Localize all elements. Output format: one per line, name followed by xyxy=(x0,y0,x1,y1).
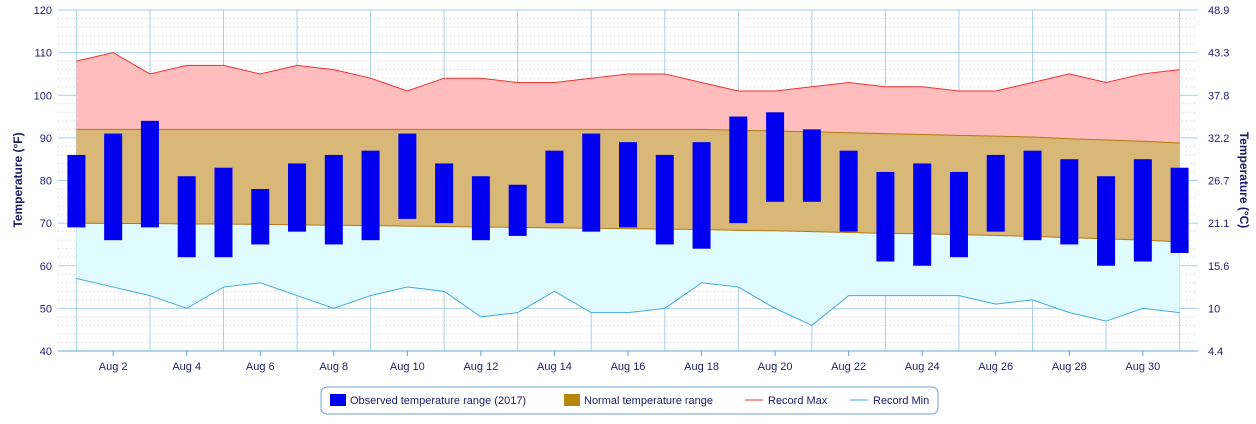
y-tick-label-left: 120 xyxy=(34,5,52,17)
legend-item-observed[interactable]: Observed temperature range (2017) xyxy=(330,394,526,407)
x-tick-label: Aug 26 xyxy=(978,361,1013,373)
legend-swatch-normal xyxy=(564,394,580,406)
legend-label-record-min: Record Min xyxy=(873,395,929,407)
observed-bar xyxy=(140,120,159,228)
observed-bar xyxy=(324,154,343,245)
y-tick-label-right: 15.6 xyxy=(1208,261,1229,273)
y-tick-label-right: 4.4 xyxy=(1208,346,1223,358)
x-tick-label: Aug 8 xyxy=(319,361,348,373)
observed-bar xyxy=(361,150,380,241)
observed-bar xyxy=(214,167,233,258)
x-tick-label: Aug 18 xyxy=(684,361,719,373)
axes: Aug 2 Aug 4 Aug 6 Aug 8 Aug 10 Aug 12 Aug 14 Au… xyxy=(34,5,1230,373)
observed-bar xyxy=(545,150,564,224)
x-tick-label: Aug 10 xyxy=(390,361,425,373)
x-tick-label: Aug 12 xyxy=(463,361,498,373)
observed-bar xyxy=(729,116,748,224)
x-tick-label: Aug 14 xyxy=(537,361,572,373)
x-tick-label: Aug 6 xyxy=(246,361,275,373)
x-tick-label: Aug 20 xyxy=(758,361,793,373)
x-tick-label: Aug 22 xyxy=(831,361,866,373)
legend-item-normal[interactable]: Normal temperature range xyxy=(564,394,713,407)
y-axis-title-right: Temperature (°C) xyxy=(1237,132,1251,229)
observed-bar xyxy=(435,163,454,224)
y-tick-label-right: 21.1 xyxy=(1208,218,1229,230)
observed-bars xyxy=(67,112,1189,266)
record-max-area xyxy=(76,52,1180,143)
observed-bar xyxy=(876,171,895,262)
series-areas xyxy=(76,52,1180,327)
y-tick-label-left: 50 xyxy=(40,303,52,315)
y-tick-label-left: 90 xyxy=(40,133,52,145)
observed-bar xyxy=(251,189,270,245)
x-tick-label: Aug 24 xyxy=(905,361,940,373)
observed-bar xyxy=(1023,150,1042,241)
record-max-line xyxy=(76,52,1180,92)
x-tick-label: Aug 4 xyxy=(172,361,201,373)
y-tick-label-left: 110 xyxy=(34,48,52,60)
legend-label-observed: Observed temperature range (2017) xyxy=(350,395,526,407)
observed-bar xyxy=(471,176,490,241)
record-min-line xyxy=(76,278,1180,327)
legend-item-record-min[interactable]: Record Min xyxy=(850,395,929,407)
legend-box xyxy=(320,386,939,415)
observed-bar xyxy=(655,154,674,245)
record-min-area xyxy=(76,223,1180,326)
legend-label-normal: Normal temperature range xyxy=(584,395,713,407)
observed-bar xyxy=(802,129,821,202)
y-tick-label-right: 37.8 xyxy=(1208,90,1229,102)
legend-swatch-observed xyxy=(330,394,346,406)
observed-bar xyxy=(398,133,417,219)
y-tick-label-right: 10 xyxy=(1208,303,1220,315)
observed-bar xyxy=(1170,167,1189,253)
y-tick-label-left: 70 xyxy=(40,218,52,230)
y-axis-title-left: Temperature (°F) xyxy=(11,132,25,227)
x-tick-label: Aug 30 xyxy=(1125,361,1160,373)
observed-bar xyxy=(986,154,1005,232)
observed-bar xyxy=(104,133,123,241)
observed-bar xyxy=(508,184,527,236)
y-tick-label-left: 60 xyxy=(40,261,52,273)
observed-bar xyxy=(582,133,601,232)
observed-bar xyxy=(67,154,86,228)
x-tick-label: Aug 28 xyxy=(1052,361,1087,373)
observed-bar xyxy=(619,142,637,228)
observed-bar xyxy=(1060,159,1079,245)
legend-item-record-max[interactable]: Record Max xyxy=(745,395,828,407)
observed-bar xyxy=(288,163,307,232)
y-tick-label-right: 26.7 xyxy=(1208,176,1229,188)
observed-bar xyxy=(766,112,785,202)
legend: Observed temperature range (2017) Normal… xyxy=(320,386,939,415)
observed-bar xyxy=(839,150,858,232)
y-tick-label-left: 80 xyxy=(40,176,52,188)
observed-bar xyxy=(177,176,196,258)
legend-label-record-max: Record Max xyxy=(768,395,828,407)
y-tick-label-left: 40 xyxy=(40,346,52,358)
y-tick-label-right: 43.3 xyxy=(1208,48,1229,60)
observed-bar xyxy=(949,171,968,258)
x-tick-label: Aug 16 xyxy=(611,361,646,373)
x-tick-label: Aug 2 xyxy=(99,361,128,373)
observed-bar xyxy=(1133,159,1152,262)
y-tick-label-right: 32.2 xyxy=(1208,133,1229,145)
observed-bar xyxy=(1097,176,1116,266)
normal-max-line xyxy=(76,128,1180,144)
observed-bar xyxy=(692,142,711,249)
y-tick-label-right: 48.9 xyxy=(1208,5,1229,17)
y-tick-label-left: 100 xyxy=(34,90,52,102)
observed-bar xyxy=(913,163,932,266)
